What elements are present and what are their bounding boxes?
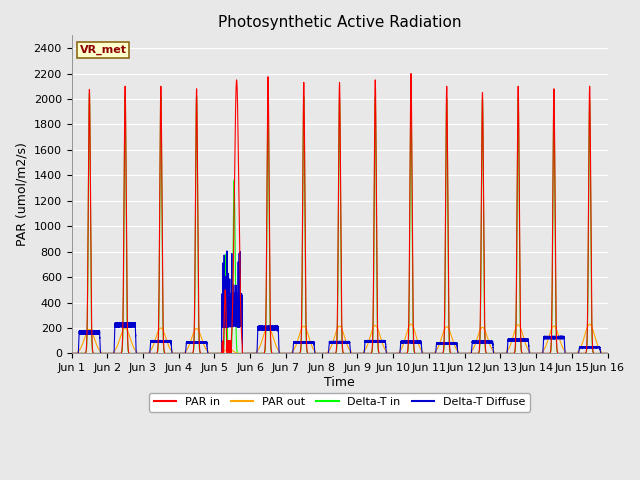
Text: VR_met: VR_met xyxy=(79,45,127,55)
Title: Photosynthetic Active Radiation: Photosynthetic Active Radiation xyxy=(218,15,461,30)
Legend: PAR in, PAR out, Delta-T in, Delta-T Diffuse: PAR in, PAR out, Delta-T in, Delta-T Dif… xyxy=(149,393,530,411)
X-axis label: Time: Time xyxy=(324,376,355,389)
Y-axis label: PAR (umol/m2/s): PAR (umol/m2/s) xyxy=(15,143,28,246)
